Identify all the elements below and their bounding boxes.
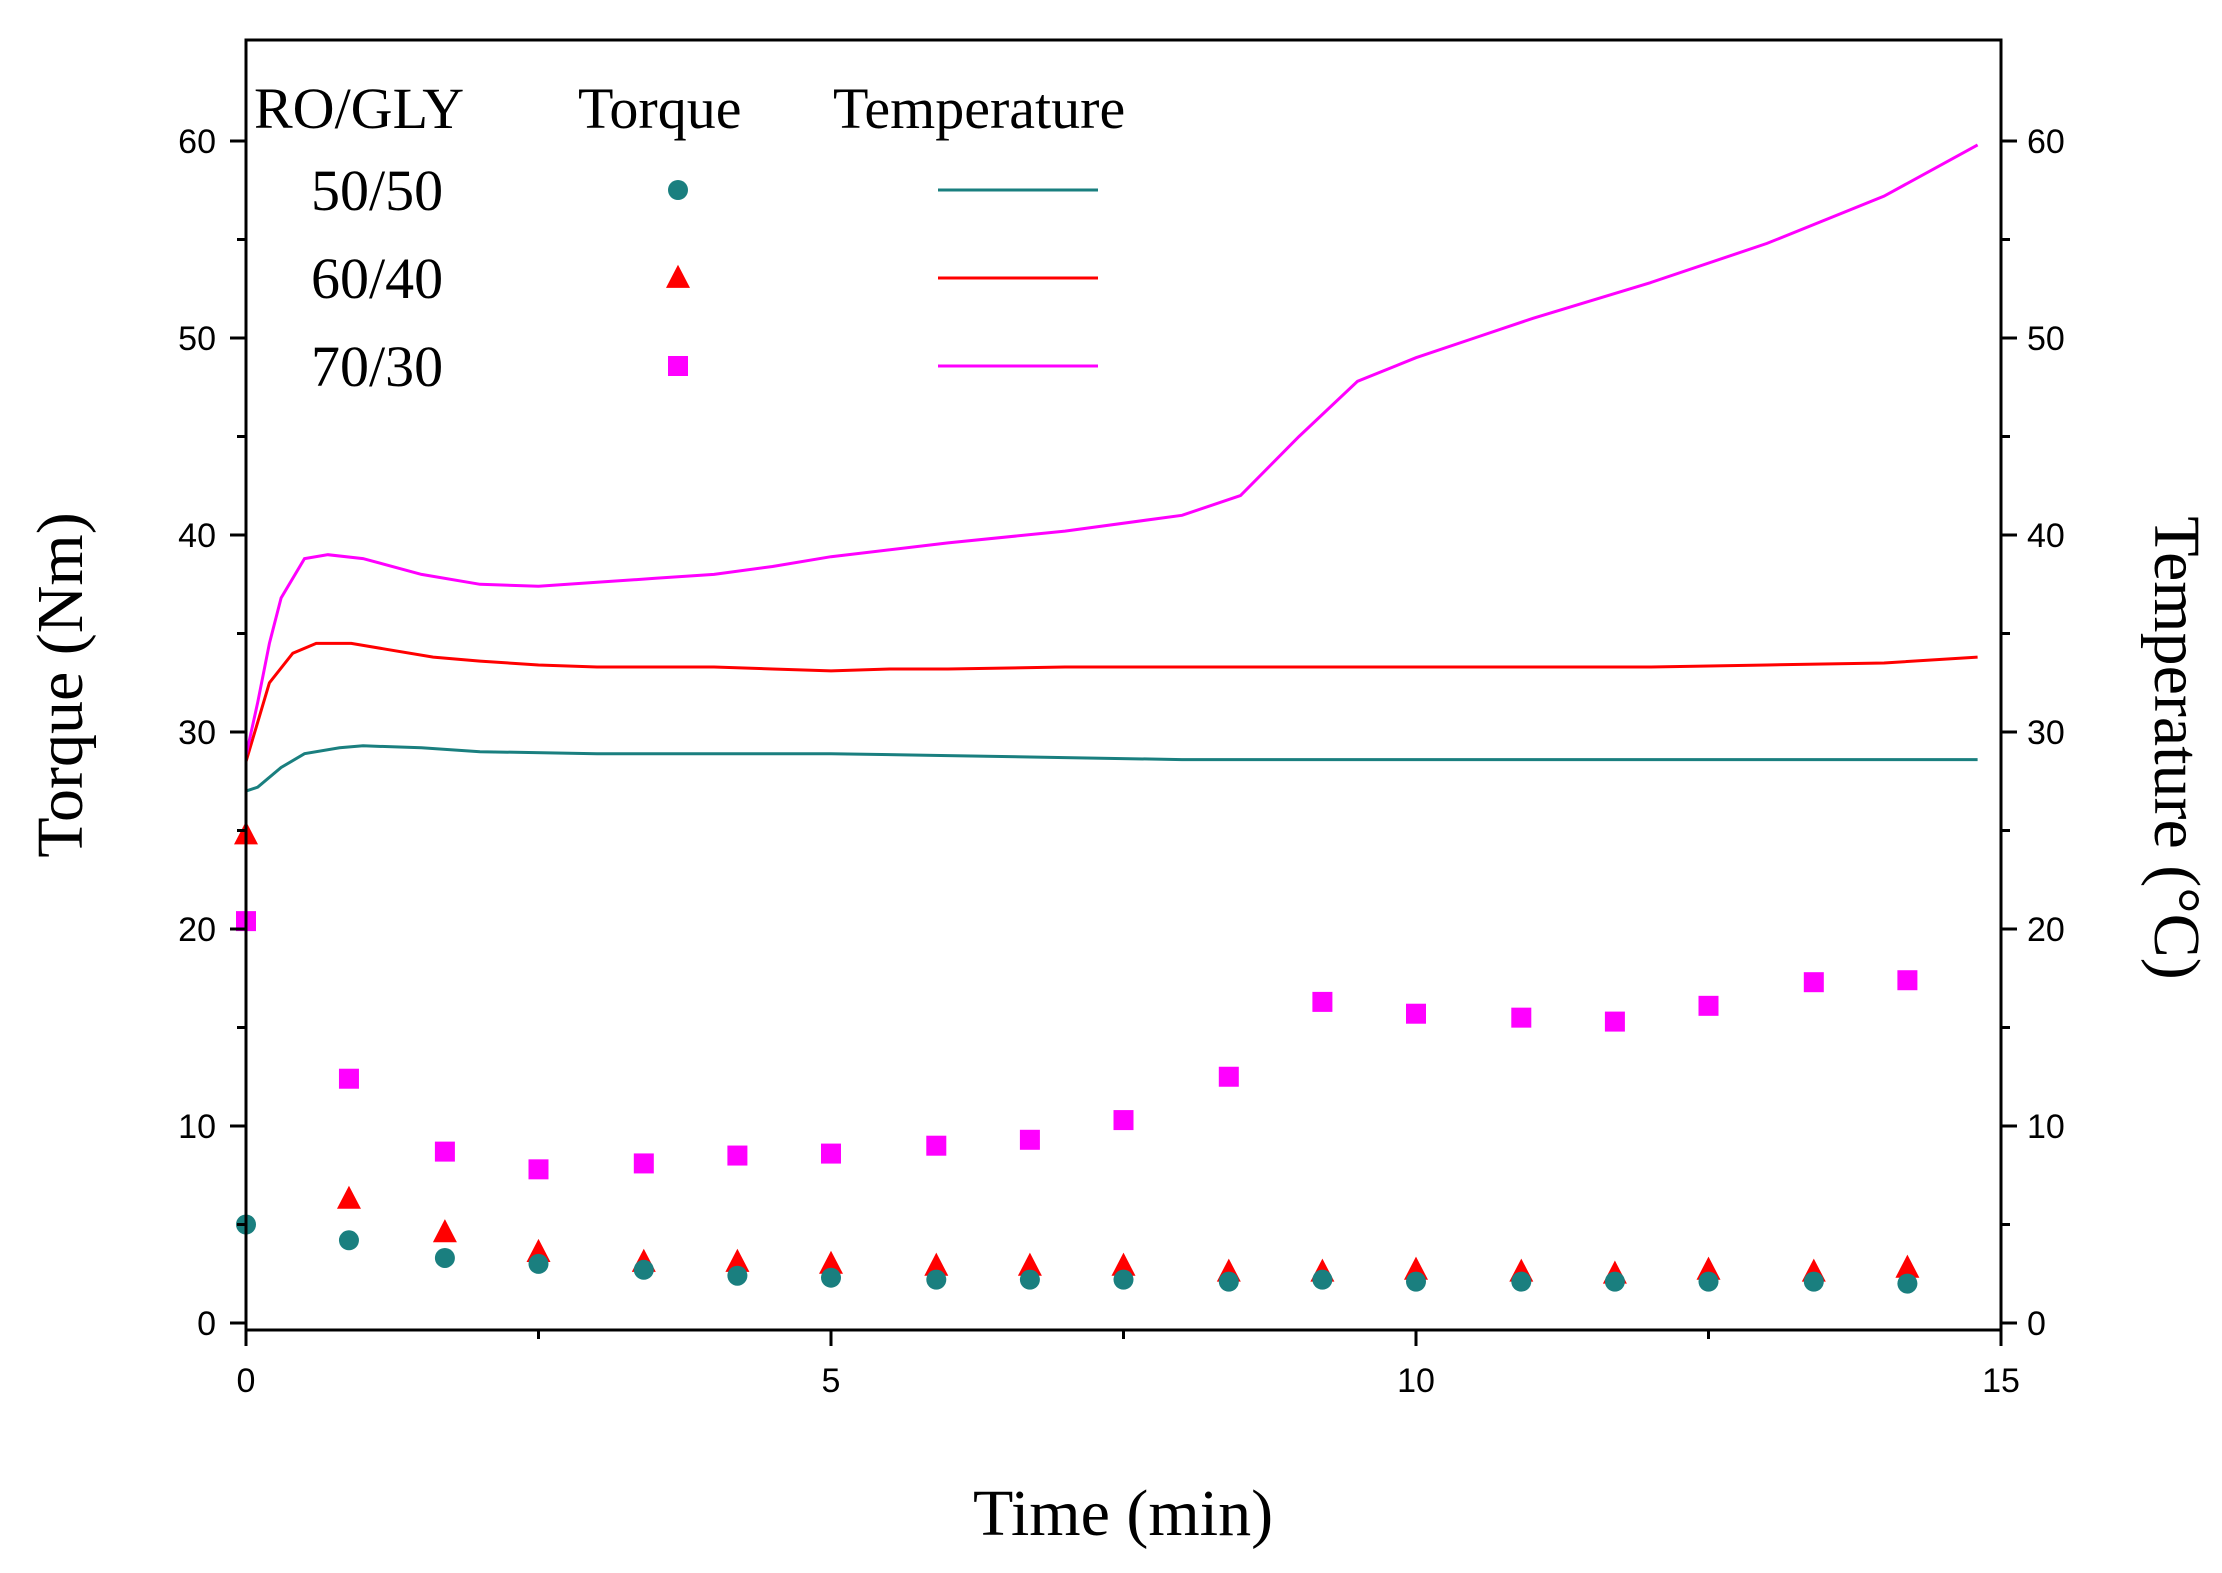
plot-frame bbox=[244, 38, 2003, 1332]
torque-point-70-30 bbox=[1803, 972, 1824, 993]
y2-tick-label: 0 bbox=[2027, 1305, 2046, 1343]
y-tick-label: 0 bbox=[197, 1305, 216, 1343]
legend-header-torque: Torque bbox=[578, 76, 741, 141]
torque-point-50-50 bbox=[434, 1247, 455, 1268]
y-tick-label: 40 bbox=[178, 517, 216, 555]
torque-point-60-40 bbox=[1111, 1252, 1136, 1276]
legend-label-70-30: 70/30 bbox=[311, 334, 443, 399]
torque-point-60-40 bbox=[725, 1248, 750, 1272]
torque-point-50-50 bbox=[1803, 1271, 1824, 1292]
torque-point-50-50 bbox=[633, 1259, 654, 1280]
y-tick-label: 30 bbox=[178, 714, 216, 752]
torque-point-50-50 bbox=[821, 1267, 841, 1288]
y-tick-label: 20 bbox=[178, 911, 216, 949]
torque-point-70-30 bbox=[1698, 995, 1719, 1016]
torque-point-70-30 bbox=[633, 1153, 654, 1174]
legend-marker-70-30 bbox=[668, 356, 688, 376]
torque-point-50-50 bbox=[338, 1230, 359, 1251]
legend-marker-50-50 bbox=[668, 180, 688, 200]
torque-point-60-40 bbox=[924, 1252, 949, 1276]
legend-marker-60-40 bbox=[666, 264, 690, 288]
y2-tick-label: 50 bbox=[2027, 320, 2065, 358]
y-tick-label: 60 bbox=[178, 123, 216, 161]
x-axis-title: Time (min) bbox=[973, 1477, 1273, 1550]
y-tick-label: 50 bbox=[178, 320, 216, 358]
legend-label-50-50: 50/50 bbox=[311, 158, 443, 223]
legend-header-temperature: Temperature bbox=[833, 76, 1125, 141]
x-tick-label: 5 bbox=[822, 1362, 841, 1400]
y-tick-label: 10 bbox=[178, 1108, 216, 1146]
torque-point-60-40 bbox=[336, 1185, 361, 1209]
torque-point-70-30 bbox=[727, 1145, 748, 1166]
torque-point-60-40 bbox=[819, 1250, 843, 1274]
torque-point-70-30 bbox=[338, 1068, 359, 1089]
y2-tick-label: 20 bbox=[2027, 911, 2065, 949]
legend-header-ratio: RO/GLY bbox=[254, 76, 464, 141]
y2-tick-label: 40 bbox=[2027, 517, 2065, 555]
x-tick-label: 0 bbox=[237, 1362, 256, 1400]
torque-point-50-50 bbox=[1113, 1269, 1134, 1290]
torque-point-50-50 bbox=[926, 1269, 947, 1290]
torque-point-70-30 bbox=[1406, 1003, 1426, 1024]
torque-point-50-50 bbox=[1698, 1271, 1719, 1292]
y2-tick-label: 30 bbox=[2027, 714, 2065, 752]
torque-point-70-30 bbox=[1019, 1129, 1040, 1150]
torque-point-60-40 bbox=[1895, 1254, 1920, 1278]
x-tick-label: 10 bbox=[1397, 1362, 1435, 1400]
legend-label-60-40: 60/40 bbox=[311, 246, 443, 311]
torque-point-50-50 bbox=[727, 1265, 748, 1286]
plot-area bbox=[234, 143, 1979, 1294]
x-tick-label: 15 bbox=[1982, 1362, 2020, 1400]
torque-point-50-50 bbox=[1312, 1269, 1333, 1290]
torque-point-70-30 bbox=[528, 1159, 549, 1180]
axes bbox=[244, 38, 2003, 1332]
temperature-line-50-50 bbox=[245, 744, 1978, 793]
torque-point-70-30 bbox=[1604, 1011, 1625, 1032]
y2-tick-label: 60 bbox=[2027, 123, 2065, 161]
torque-point-70-30 bbox=[1511, 1007, 1532, 1028]
torque-point-70-30 bbox=[1218, 1066, 1239, 1087]
y2-axis-title: Temperature (°C) bbox=[2140, 516, 2213, 979]
torque-point-50-50 bbox=[1019, 1269, 1040, 1290]
torque-point-50-50 bbox=[1897, 1273, 1918, 1294]
torque-point-70-30 bbox=[1897, 970, 1918, 991]
torque-point-70-30 bbox=[821, 1143, 841, 1164]
torque-point-70-30 bbox=[926, 1135, 947, 1156]
temperature-line-60-40 bbox=[244, 641, 1978, 763]
torque-point-50-50 bbox=[1511, 1271, 1532, 1292]
torque-point-50-50 bbox=[528, 1253, 549, 1274]
y-axis-title: Torque (Nm) bbox=[24, 512, 97, 857]
torque-point-60-40 bbox=[432, 1219, 457, 1243]
torque-point-70-30 bbox=[434, 1141, 455, 1162]
torque-point-50-50 bbox=[1218, 1271, 1239, 1292]
torque-point-70-30 bbox=[1312, 991, 1333, 1012]
torque-point-70-30 bbox=[1113, 1110, 1134, 1131]
y2-tick-label: 10 bbox=[2027, 1108, 2065, 1146]
temperature-line-70-30 bbox=[244, 143, 1979, 756]
legend: RO/GLY Torque Temperature 50/50 60/40 70… bbox=[254, 76, 1125, 399]
torque-point-50-50 bbox=[1604, 1271, 1625, 1292]
torque-point-50-50 bbox=[1406, 1271, 1426, 1292]
torque-point-60-40 bbox=[1017, 1252, 1042, 1276]
